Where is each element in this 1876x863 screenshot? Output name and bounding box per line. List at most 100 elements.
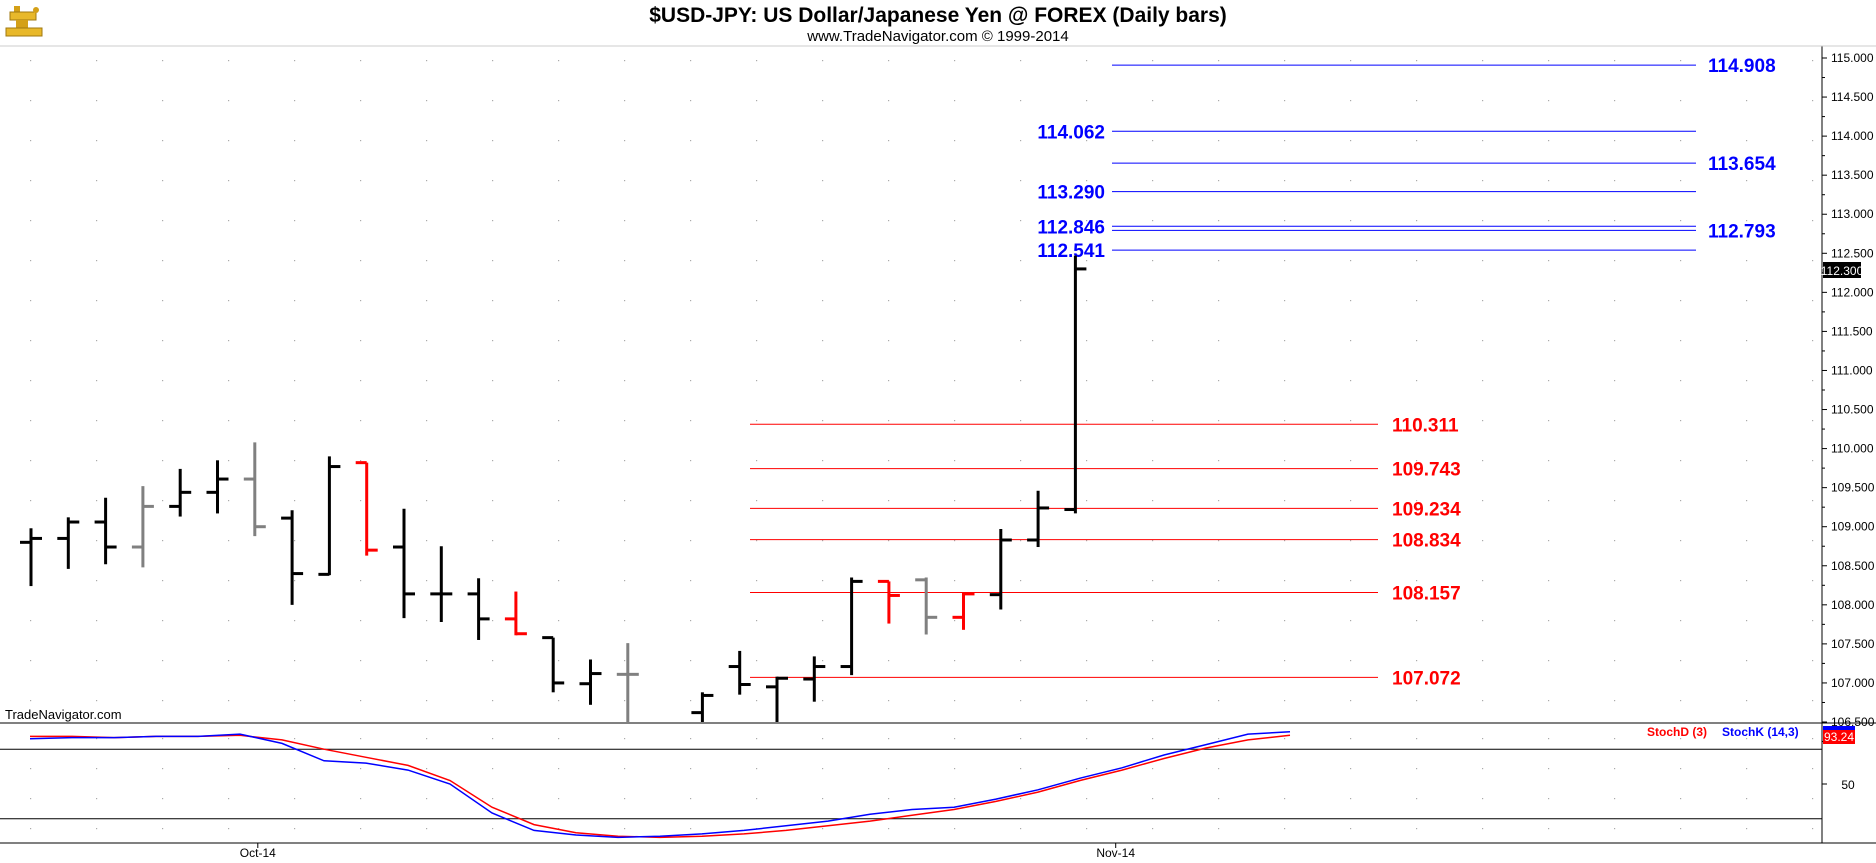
grid-dot <box>162 660 164 662</box>
grid-dot <box>690 60 692 62</box>
grid-dot <box>1284 768 1286 770</box>
grid-dot <box>1680 60 1682 62</box>
grid-dot <box>96 300 98 302</box>
grid-dot <box>1482 380 1484 382</box>
grid-dot <box>624 340 626 342</box>
grid-dot <box>360 60 362 62</box>
grid-dot <box>30 660 32 662</box>
grid-dot <box>624 660 626 662</box>
grid-dot <box>1350 380 1352 382</box>
grid-dot <box>228 580 230 582</box>
grid-dot <box>96 260 98 262</box>
grid-dot <box>1086 220 1088 222</box>
level-label: 109.234 <box>1392 499 1461 520</box>
stoch-last-value: 93.24 <box>1824 730 1854 744</box>
grid-dot <box>1680 460 1682 462</box>
grid-dot <box>492 340 494 342</box>
grid-dot <box>1350 540 1352 542</box>
grid-dot <box>690 828 692 830</box>
price-axis: 115.000 114.500 114.000 113.500 113.000 112.5… <box>1822 51 1875 743</box>
grid-dot <box>1548 140 1550 142</box>
y-tick-label: 112.000 <box>1831 285 1874 299</box>
stoch-y-tick-label: 50 <box>1841 778 1855 792</box>
grid-dot <box>822 420 824 422</box>
grid-dot <box>1548 540 1550 542</box>
grid-dot <box>30 380 32 382</box>
grid-dot <box>1680 140 1682 142</box>
grid-dot <box>822 828 824 830</box>
ohlc-bar <box>467 578 490 640</box>
grid-dot <box>1152 180 1154 182</box>
grid-dot <box>756 738 758 740</box>
grid-dot <box>1218 380 1220 382</box>
ohlc-bar <box>169 468 192 517</box>
grid-dot <box>30 60 32 62</box>
grid-dot <box>558 220 560 222</box>
grid-dot <box>1218 420 1220 422</box>
grid-dot <box>888 798 890 800</box>
y-tick-label: 112.500 <box>1831 246 1874 260</box>
grid-dot <box>756 300 758 302</box>
grid-dot <box>228 828 230 830</box>
grid-dot <box>888 660 890 662</box>
ohlc-bar <box>94 497 117 565</box>
grid-dot <box>294 768 296 770</box>
grid-dot <box>624 540 626 542</box>
grid-dot <box>1482 700 1484 702</box>
grid-dot <box>954 220 956 222</box>
grid-dot <box>1152 700 1154 702</box>
grid-dot <box>1350 620 1352 622</box>
grid-dot <box>1812 580 1814 582</box>
ohlc-bar <box>318 456 341 576</box>
level-label: 114.908 <box>1708 56 1776 77</box>
stoch-last-badge: 93.24 <box>1823 726 1855 744</box>
grid-dot <box>1746 540 1748 542</box>
grid-dot <box>822 768 824 770</box>
grid-dot <box>1086 738 1088 740</box>
grid-dot <box>1152 798 1154 800</box>
grid-dot <box>162 828 164 830</box>
ohlc-bar <box>989 529 1012 610</box>
grid-dot <box>294 380 296 382</box>
grid-dot <box>1614 60 1616 62</box>
grid-dot <box>294 500 296 502</box>
grid-dot <box>1284 540 1286 542</box>
grid-dot <box>1416 340 1418 342</box>
grid-dot <box>1416 140 1418 142</box>
grid-dot <box>1416 180 1418 182</box>
grid-dot <box>888 180 890 182</box>
grid-dot <box>30 220 32 222</box>
grid-dot <box>162 500 164 502</box>
grid-dot <box>624 580 626 582</box>
y-tick-label: 114.000 <box>1831 129 1874 143</box>
grid-dot <box>1086 60 1088 62</box>
grid-dot <box>1416 460 1418 462</box>
grid-dot <box>426 660 428 662</box>
grid-dot <box>1746 620 1748 622</box>
grid-dot <box>360 700 362 702</box>
grid-dot <box>1680 660 1682 662</box>
grid-dot <box>822 220 824 222</box>
grid-dot <box>1020 420 1022 422</box>
grid-dot <box>1680 340 1682 342</box>
grid-dot <box>492 500 494 502</box>
grid-dot <box>1152 420 1154 422</box>
grid-dot <box>558 260 560 262</box>
grid-dot <box>96 460 98 462</box>
ohlc-bar <box>20 528 42 587</box>
grid-dot <box>360 768 362 770</box>
ohlc-bar <box>504 591 527 636</box>
grid-dot <box>558 580 560 582</box>
grid-dot <box>1350 460 1352 462</box>
grid-dot <box>822 260 824 262</box>
grid-dot <box>624 260 626 262</box>
grid-dot <box>426 738 428 740</box>
grid-dot <box>294 180 296 182</box>
grid-dot <box>690 660 692 662</box>
grid-dot <box>96 540 98 542</box>
grid-dot <box>1152 260 1154 262</box>
grid-dot <box>1482 460 1484 462</box>
grid-dot <box>1680 580 1682 582</box>
grid-dot <box>822 540 824 542</box>
grid-dot <box>1614 100 1616 102</box>
